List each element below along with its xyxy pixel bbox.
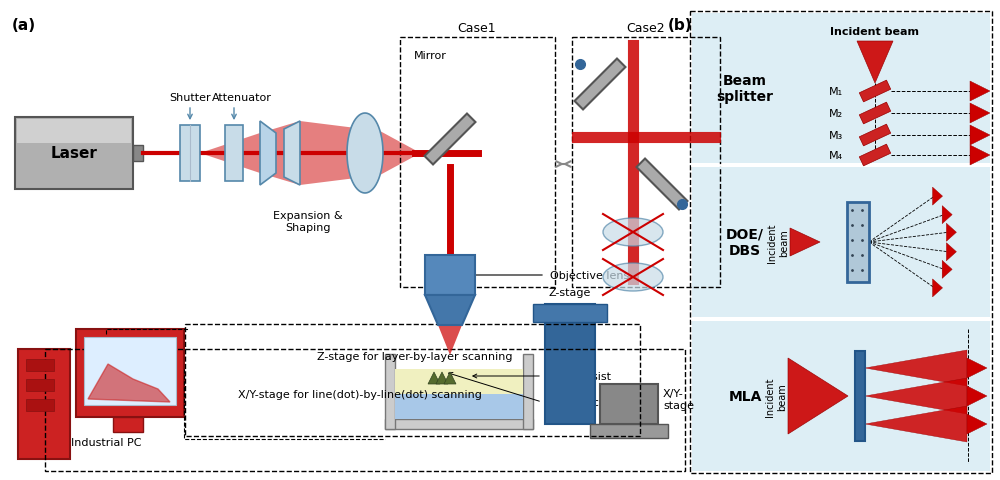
Text: Expansion &
Shaping: Expansion & Shaping: [273, 211, 343, 232]
Bar: [855, 351, 865, 441]
Polygon shape: [865, 350, 967, 386]
Polygon shape: [946, 243, 956, 261]
Polygon shape: [970, 126, 990, 146]
Text: Incident beam: Incident beam: [830, 27, 920, 37]
Bar: [590, 424, 668, 438]
Polygon shape: [790, 228, 820, 256]
Text: Incident
beam: Incident beam: [767, 223, 789, 262]
Bar: [15, 118, 133, 190]
Text: X/Y-stage for line(dot)-by-line(dot) scanning: X/Y-stage for line(dot)-by-line(dot) sca…: [238, 389, 482, 399]
Text: DOE/
DBS: DOE/ DBS: [726, 228, 764, 258]
Bar: [26, 379, 54, 391]
Text: Laser: Laser: [51, 146, 97, 161]
Polygon shape: [859, 81, 891, 103]
Text: Industrial PC: Industrial PC: [71, 437, 141, 447]
Text: MLA: MLA: [728, 389, 762, 403]
Polygon shape: [970, 82, 990, 102]
Polygon shape: [933, 279, 943, 297]
Bar: [45, 349, 685, 471]
Text: Photoresist: Photoresist: [550, 371, 612, 381]
Text: M₁: M₁: [829, 87, 843, 97]
Polygon shape: [425, 295, 475, 325]
Bar: [400, 38, 555, 288]
Polygon shape: [436, 372, 448, 384]
Polygon shape: [865, 378, 967, 414]
Bar: [385, 419, 533, 429]
Text: Case2: Case2: [627, 22, 665, 35]
Text: (b): (b): [668, 18, 693, 33]
Text: (a): (a): [12, 18, 36, 33]
Bar: [572, 38, 720, 288]
Text: M₃: M₃: [829, 131, 843, 141]
Bar: [18, 349, 70, 459]
Polygon shape: [970, 146, 990, 166]
Polygon shape: [575, 60, 625, 110]
Text: 3D objects: 3D objects: [550, 397, 609, 407]
Text: Attenuator: Attenuator: [212, 93, 272, 103]
Text: M₄: M₄: [829, 151, 843, 161]
Polygon shape: [859, 103, 891, 125]
Ellipse shape: [603, 264, 663, 291]
Polygon shape: [967, 386, 987, 406]
Bar: [185, 324, 640, 436]
Polygon shape: [857, 42, 893, 84]
Polygon shape: [970, 104, 990, 124]
Polygon shape: [88, 364, 170, 402]
Bar: [17, 120, 131, 144]
Text: Shutter: Shutter: [169, 93, 211, 103]
Polygon shape: [946, 224, 956, 242]
Ellipse shape: [603, 218, 663, 247]
Bar: [545, 304, 595, 424]
Bar: [523, 354, 533, 429]
Polygon shape: [942, 261, 952, 279]
Polygon shape: [347, 114, 383, 193]
Bar: [26, 359, 54, 371]
Polygon shape: [200, 122, 415, 186]
Bar: [26, 399, 54, 411]
Bar: [692, 321, 990, 471]
Polygon shape: [438, 325, 462, 355]
Polygon shape: [284, 122, 300, 186]
Bar: [180, 126, 200, 181]
Polygon shape: [967, 358, 987, 378]
Text: Case1: Case1: [458, 22, 496, 35]
Bar: [533, 304, 607, 323]
Text: Incident
beam: Incident beam: [765, 376, 787, 416]
Bar: [600, 384, 658, 424]
Bar: [692, 168, 990, 317]
Bar: [133, 146, 143, 162]
Text: Beam
splitter: Beam splitter: [716, 74, 774, 104]
Bar: [84, 337, 176, 405]
Polygon shape: [859, 145, 891, 167]
Polygon shape: [260, 122, 276, 186]
Bar: [425, 255, 475, 295]
Polygon shape: [967, 414, 987, 434]
Bar: [395, 389, 523, 419]
Polygon shape: [942, 206, 952, 224]
Text: Z-stage: Z-stage: [549, 288, 591, 298]
Text: Z-stage for layer-by-layer scanning: Z-stage for layer-by-layer scanning: [317, 351, 513, 361]
Bar: [395, 369, 523, 394]
Text: X/Y-
stage: X/Y- stage: [663, 388, 694, 410]
Polygon shape: [859, 125, 891, 146]
Bar: [847, 203, 869, 282]
Text: M₂: M₂: [829, 109, 843, 119]
Polygon shape: [444, 372, 456, 384]
Bar: [113, 417, 143, 432]
Bar: [76, 329, 184, 417]
Text: Mirror: Mirror: [414, 51, 446, 61]
Polygon shape: [425, 114, 475, 165]
Polygon shape: [428, 372, 440, 384]
Polygon shape: [637, 159, 687, 210]
Polygon shape: [865, 406, 967, 442]
Bar: [225, 126, 243, 181]
Bar: [385, 354, 395, 429]
Bar: [692, 14, 990, 164]
Polygon shape: [788, 358, 848, 434]
Text: Objective lens: Objective lens: [550, 270, 629, 280]
Polygon shape: [933, 188, 943, 206]
Bar: [690, 12, 992, 473]
